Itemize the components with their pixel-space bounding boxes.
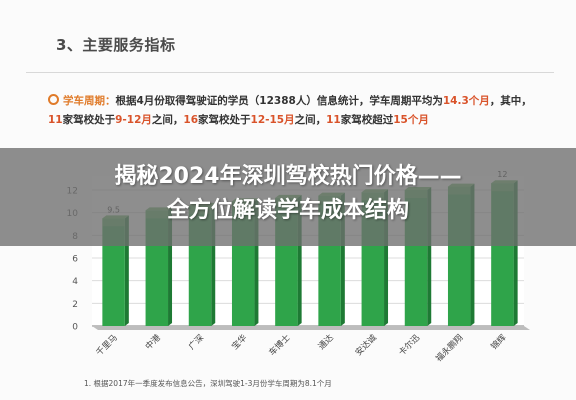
y-tick-label: 4: [72, 277, 78, 287]
bullet-icon: [48, 94, 59, 105]
x-tick-label: 广深: [186, 332, 206, 352]
description-text-3: 家驾校处于: [62, 114, 116, 126]
count-3: 11: [326, 114, 341, 126]
x-tick-label: 卡尔迅: [396, 332, 422, 358]
x-tick-label: 宝华: [230, 332, 250, 352]
x-tick-label: 通达: [316, 332, 336, 352]
description-text-7: 家驾校超过: [340, 114, 394, 126]
x-tick-label: 千里马: [94, 332, 120, 358]
banner-title-line-1: 揭秘2024年深圳驾校热门价格——: [114, 164, 462, 189]
range-1: 9-12月: [115, 114, 152, 126]
range-2: 12-15月: [250, 114, 295, 126]
count-2: 16: [183, 114, 199, 126]
chart-floor: [92, 326, 530, 330]
description-text-4: 之间，: [151, 114, 184, 126]
section-title: 3、主要服务指标: [56, 36, 176, 54]
description-text-5: 家驾校处于: [198, 114, 251, 126]
x-tick-label: 锦辉: [489, 332, 509, 352]
title-banner-overlay: [0, 148, 576, 246]
description-block: 学车周期：根据4月份取得驾驶证的学员（12388人）信息统计，学车周期平均为14…: [48, 92, 534, 130]
description-text-6: 之间，: [294, 114, 327, 126]
x-tick-label: 福永鹏翔: [433, 332, 465, 364]
banner-title: 揭秘2024年深圳驾校热门价格—— 全方位解读学车成本结构: [0, 160, 576, 228]
count-1: 11: [48, 114, 63, 126]
range-3: 15个月: [393, 114, 429, 126]
x-tick-label: 中港: [143, 332, 163, 352]
banner-title-line-2: 全方位解读学车成本结构: [166, 198, 409, 223]
y-tick-label: 0: [72, 323, 78, 333]
y-tick-label: 2: [72, 300, 78, 310]
x-tick-label: 车博士: [267, 332, 293, 358]
description-text-2: ，其中，: [489, 95, 532, 107]
title-divider: [26, 72, 554, 73]
average-period: 14.3个月: [442, 95, 490, 107]
footnote: 1. 根据2017年一季度发布信息公告，深圳驾驶1-3月份学车周期为8.1个月: [84, 379, 332, 388]
description-label: 学车周期：: [63, 95, 116, 107]
y-tick-label: 6: [72, 255, 78, 265]
description-text-1: 根据4月份取得驾驶证的学员（12388人）信息统计，学车周期平均为: [115, 95, 443, 107]
x-tick-label: 安达诚: [353, 332, 379, 358]
